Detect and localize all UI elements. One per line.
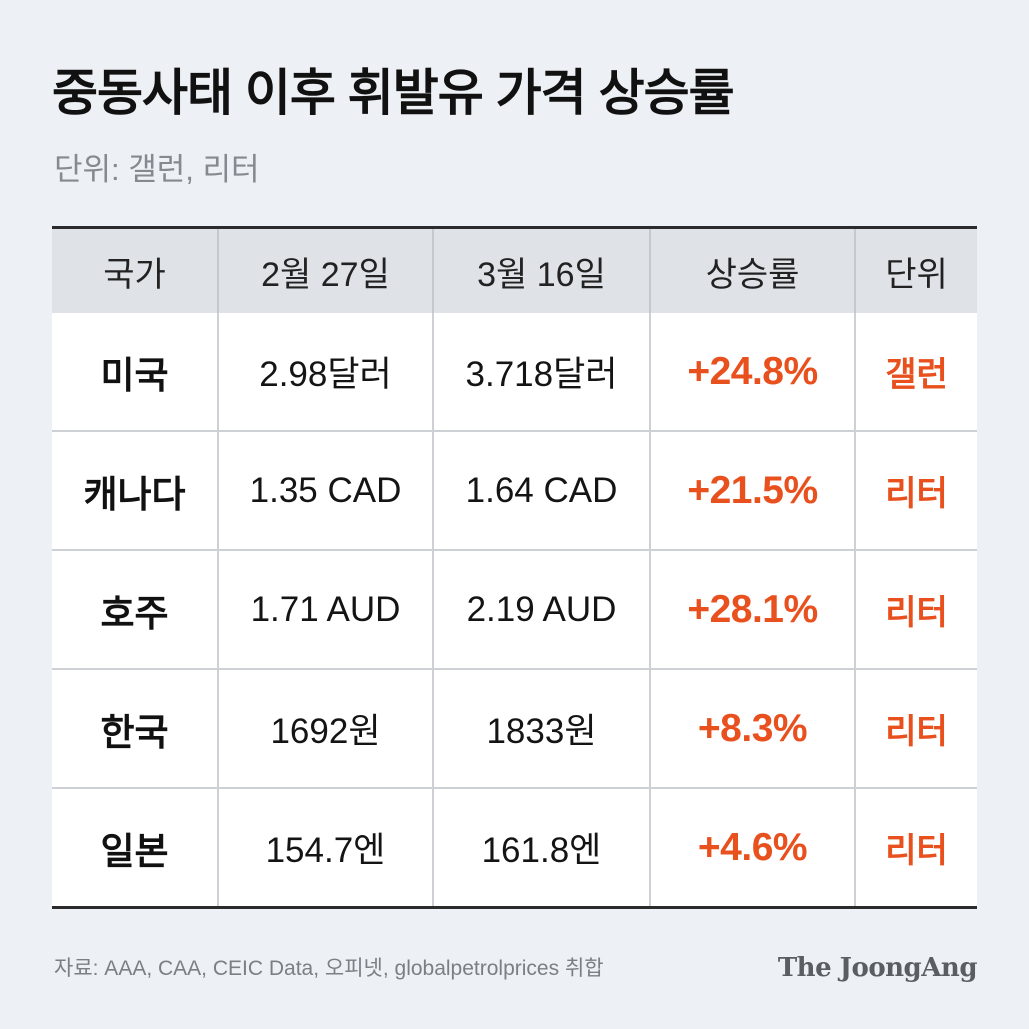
increase-rate-cell: +24.8% (649, 313, 855, 431)
gasoline-price-table: 국가 2월 27일 3월 16일 상승률 단위 미국 2.98달러 3.718달… (52, 226, 977, 909)
page-title: 중동사태 이후 휘발유 가격 상승률 (52, 65, 735, 121)
unit-cell: 리터 (854, 668, 977, 788)
feb-27-price-cell: 2.98달러 (217, 313, 433, 431)
header-country: 국가 (52, 227, 218, 313)
table-row: 호주 1.71 AUD 2.19 AUD +28.1% 리터 (52, 549, 977, 669)
feb-27-price-cell: 154.7엔 (217, 787, 433, 908)
table-row: 일본 154.7엔 161.8엔 +4.6% 리터 (52, 787, 977, 908)
table-row: 캐나다 1.35 CAD 1.64 CAD +21.5% 리터 (52, 430, 977, 550)
unit-cell: 리터 (854, 549, 977, 669)
country-cell: 일본 (52, 787, 218, 908)
unit-subtitle: 단위: 갤런, 리터 (54, 152, 260, 187)
feb-27-price-cell: 1.35 CAD (217, 430, 433, 550)
table-row: 미국 2.98달러 3.718달러 +24.8% 갤런 (52, 313, 977, 431)
feb-27-price-cell: 1692원 (217, 668, 433, 788)
mar-16-price-cell: 161.8엔 (432, 787, 650, 908)
increase-rate-cell: +21.5% (649, 430, 855, 550)
joongang-logo: The JoongAng (777, 953, 978, 983)
country-cell: 미국 (52, 313, 218, 431)
header-mar-16: 3월 16일 (432, 227, 650, 313)
increase-rate-cell: +4.6% (649, 787, 855, 908)
country-cell: 캐나다 (52, 430, 218, 550)
source-note: 자료: AAA, CAA, CEIC Data, 오피넷, globalpetr… (54, 957, 604, 980)
mar-16-price-cell: 3.718달러 (432, 313, 650, 431)
header-increase-rate: 상승률 (649, 227, 855, 313)
country-cell: 한국 (52, 668, 218, 788)
increase-rate-cell: +8.3% (649, 668, 855, 788)
increase-rate-cell: +28.1% (649, 549, 855, 669)
table-header-row: 국가 2월 27일 3월 16일 상승률 단위 (52, 227, 977, 313)
table-row: 한국 1692원 1833원 +8.3% 리터 (52, 668, 977, 788)
mar-16-price-cell: 1.64 CAD (432, 430, 650, 550)
feb-27-price-cell: 1.71 AUD (217, 549, 433, 669)
mar-16-price-cell: 2.19 AUD (432, 549, 650, 669)
unit-cell: 갤런 (854, 313, 977, 431)
mar-16-price-cell: 1833원 (432, 668, 650, 788)
country-cell: 호주 (52, 549, 218, 669)
unit-cell: 리터 (854, 430, 977, 550)
unit-cell: 리터 (854, 787, 977, 908)
header-unit: 단위 (854, 227, 977, 313)
header-feb-27: 2월 27일 (217, 227, 433, 313)
